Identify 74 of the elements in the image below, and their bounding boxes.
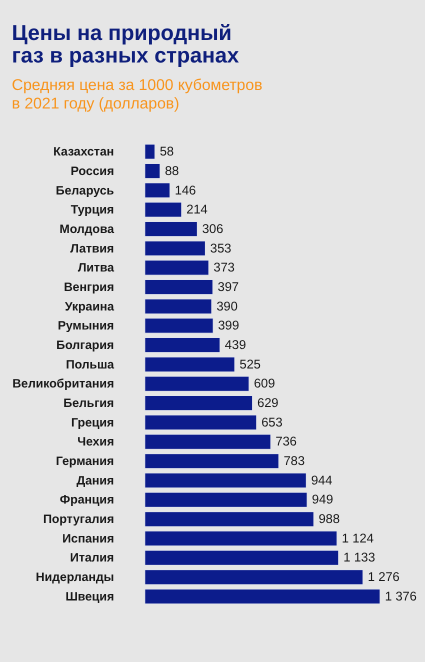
- data-label: 944: [311, 472, 332, 488]
- data-label: 653: [261, 414, 283, 430]
- y-tick-label: Португалия: [43, 512, 114, 526]
- bar: [144, 240, 206, 256]
- y-tick-label: Болгария: [56, 338, 114, 352]
- y-tick-label: Нидерланды: [36, 570, 114, 584]
- bar: [144, 182, 170, 198]
- bar: [144, 144, 156, 160]
- bar: [144, 472, 306, 488]
- y-tick-label: Франция: [60, 492, 114, 507]
- chart-title: Цены на природный газ в разных странах: [12, 21, 239, 68]
- y-tick-label: Литва: [78, 260, 114, 275]
- y-tick-label: Румыния: [58, 318, 114, 333]
- data-label: 214: [186, 202, 208, 217]
- data-label: 1 133: [343, 550, 376, 565]
- y-tick-label: Украина: [64, 299, 114, 314]
- bar: [144, 570, 364, 585]
- y-tick-label: Польша: [66, 357, 114, 372]
- data-label: 783: [284, 453, 305, 468]
- data-label: 629: [257, 395, 278, 410]
- y-tick-label: Венгрия: [64, 280, 114, 294]
- bar: [144, 434, 271, 450]
- data-label: 146: [174, 182, 196, 198]
- bar: [144, 511, 314, 527]
- data-label: 1 124: [342, 530, 374, 546]
- y-tick-label: Латвия: [70, 241, 114, 256]
- bar: [144, 202, 182, 218]
- data-label: 353: [210, 240, 232, 256]
- bar: [144, 260, 209, 276]
- y-tick-label: Чехия: [77, 434, 114, 449]
- data-label: 1 276: [368, 569, 400, 584]
- data-label: 397: [218, 278, 239, 294]
- y-tick-label: Великобритания: [12, 376, 114, 391]
- bar: [144, 376, 250, 392]
- bar: [144, 530, 338, 546]
- data-label: 736: [276, 434, 297, 449]
- data-label: 609: [254, 376, 276, 391]
- bar: [144, 588, 380, 604]
- y-tick-label: Дания: [76, 473, 114, 488]
- bar: [144, 395, 253, 411]
- bar: [144, 492, 308, 508]
- bar: [144, 163, 160, 179]
- y-tick-label: Германия: [56, 454, 114, 468]
- data-label: 988: [318, 511, 340, 526]
- y-tick-label: Испания: [62, 531, 114, 546]
- bar: [144, 221, 198, 237]
- data-label: 306: [202, 220, 224, 236]
- data-label: 373: [214, 260, 235, 275]
- bar: [144, 318, 214, 334]
- y-tick-label: Турция: [70, 202, 114, 217]
- bar: [144, 337, 220, 353]
- y-tick-label: Молдова: [60, 222, 114, 236]
- bar: [144, 453, 279, 469]
- bar: [144, 550, 339, 566]
- data-label: 390: [216, 298, 238, 314]
- y-tick-label: Беларусь: [56, 183, 115, 198]
- data-label: 88: [164, 162, 180, 178]
- data-label: 525: [240, 356, 261, 372]
- y-tick-label: Швеция: [65, 589, 114, 604]
- data-label: 1 376: [384, 588, 417, 604]
- bar: [144, 279, 214, 295]
- y-tick-label: Россия: [70, 164, 114, 178]
- data-label: 58: [160, 144, 174, 159]
- data-label: 399: [218, 318, 240, 333]
- chart-subtitle: Средняя цена за 1000 кубометров в 2021 году (долларов): [12, 77, 262, 113]
- y-tick-label: Италия: [70, 550, 114, 565]
- y-tick-label: Бельгия: [63, 396, 114, 410]
- data-label: 439: [224, 336, 246, 352]
- bar: [144, 356, 235, 372]
- bar: [144, 414, 257, 430]
- y-tick-label: Казахстан: [53, 144, 114, 159]
- y-tick-label: Греция: [71, 415, 114, 430]
- bar: [144, 298, 212, 314]
- data-label: 949: [312, 492, 334, 507]
